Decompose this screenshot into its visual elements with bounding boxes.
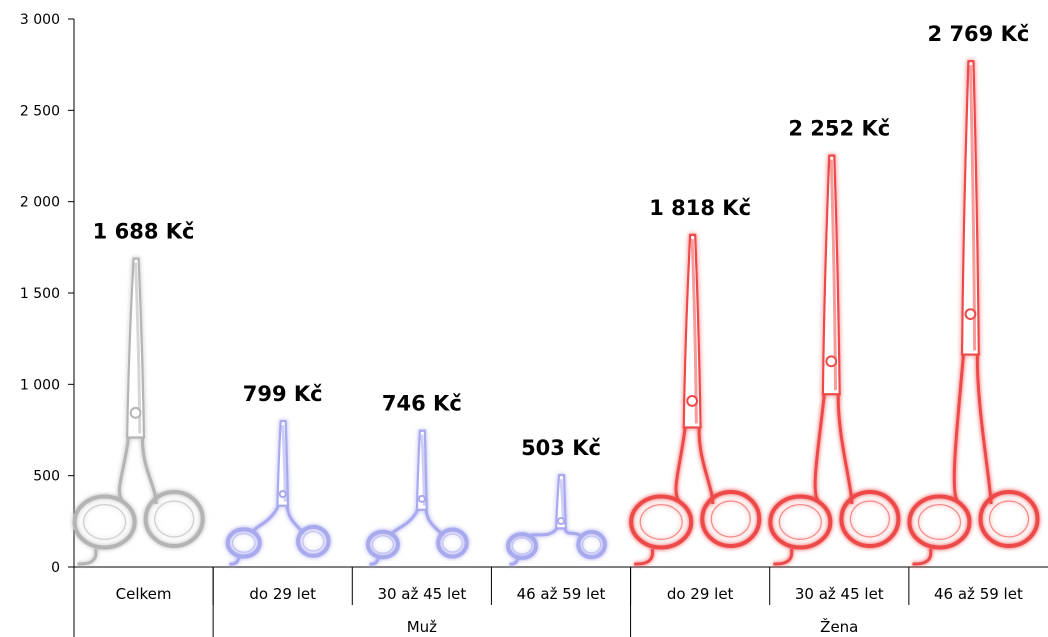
scissors-pivot (686, 395, 699, 407)
scissors-ring-right (436, 527, 469, 559)
bars (72, 60, 1040, 566)
scissors-ring-left-inner (231, 533, 256, 553)
scissors-ring-left (629, 494, 694, 550)
scissors-ring-left (907, 494, 972, 550)
category-label: Celkem (116, 585, 172, 603)
scissors-pivot (417, 494, 426, 503)
y-tick-label: 2 500 (20, 103, 60, 119)
category-label: 46 až 59 let (934, 585, 1023, 603)
data-label: 1 688 Kč (93, 220, 195, 244)
scissors-ring-right (296, 524, 331, 558)
scissors-shank-left (912, 354, 965, 566)
scissors-pivot (557, 517, 565, 526)
group-label: Muž (407, 618, 437, 636)
scissors-shank-right (697, 427, 715, 505)
bar-scissors-6 (907, 60, 1040, 566)
scissors-ring-right (700, 490, 762, 548)
scissors-ring-right-inner (710, 500, 751, 538)
scissors-ring-left (768, 494, 833, 550)
bar-scissors-2 (365, 429, 469, 566)
scissors-shank-right (836, 394, 854, 505)
scissors-ring-left-inner (639, 504, 683, 541)
data-label: 746 Kč (382, 392, 462, 416)
data-label: 799 Kč (243, 382, 323, 406)
category-label: 30 až 45 let (377, 585, 466, 603)
scissors-ring-right-inner (442, 533, 463, 553)
scissors-pivot (964, 308, 977, 320)
scissors-ring-right (576, 530, 607, 560)
scissors-pivot (278, 489, 287, 499)
scissors-ring-right-inner (581, 535, 602, 554)
scissors-shank-left (77, 437, 131, 566)
data-label: 2 252 Kč (788, 117, 890, 141)
scissors-pivot (129, 406, 142, 419)
scissors-shank-right (424, 509, 445, 537)
scissors-shank-left (634, 427, 687, 566)
bar-scissors-1 (225, 419, 331, 566)
scissors-ring-left-inner (511, 537, 533, 555)
y-tick-label: 1 000 (20, 377, 60, 393)
scissors-ring-left (72, 494, 137, 550)
axes: 0 500 1 000 1 500 2 000 2 500 3 000 (20, 12, 1048, 637)
scissors-ring-left-inner (83, 504, 127, 541)
scissors-ring-left-inner (917, 504, 962, 541)
scissors-shank-right (975, 354, 993, 505)
y-tick-label: 2 000 (20, 195, 60, 211)
category-label: 30 až 45 let (795, 585, 884, 603)
scissors-ring-right-inner (988, 500, 1030, 538)
bar-scissors-4 (629, 233, 762, 566)
category-label: 46 až 59 let (517, 585, 606, 603)
scissors-ring-left-inner (778, 504, 822, 541)
scissors-shank-right (141, 437, 158, 505)
data-label: 1 818 Kč (649, 196, 751, 220)
scissors-ring-right-inner (154, 500, 195, 538)
scissors-shank-right (285, 505, 305, 535)
scissors-ring-left (225, 527, 262, 559)
labels: Celkem do 29 let 30 až 45 let 46 až 59 let d… (93, 22, 1030, 636)
scissors-ring-right-inner (849, 500, 890, 538)
scissors-ring-right-inner (302, 531, 325, 552)
bar-scissors-0 (72, 257, 205, 566)
y-tick-label: 3 000 (20, 12, 60, 28)
bar-scissors-3 (506, 474, 607, 566)
data-label: 2 769 Kč (928, 22, 1030, 46)
category-label: do 29 let (249, 585, 316, 603)
scissors-ring-left-inner (371, 535, 394, 554)
scissors-ring-right (978, 490, 1040, 548)
scissors-ring-left (506, 532, 539, 560)
data-label: 503 Kč (521, 436, 601, 460)
category-label: do 29 let (667, 585, 734, 603)
scissors-ring-right (839, 490, 901, 548)
scissors-ring-right (143, 490, 205, 548)
y-tick-label: 0 (51, 560, 60, 576)
y-tick-label: 1 500 (20, 286, 60, 302)
scissors-ring-left (365, 529, 400, 560)
scissors-pivot (825, 355, 838, 368)
y-tick-label: 500 (33, 469, 60, 485)
bar-scissors-5 (768, 154, 901, 566)
scissors-shank-left (773, 394, 826, 566)
group-label: Žena (820, 617, 858, 636)
